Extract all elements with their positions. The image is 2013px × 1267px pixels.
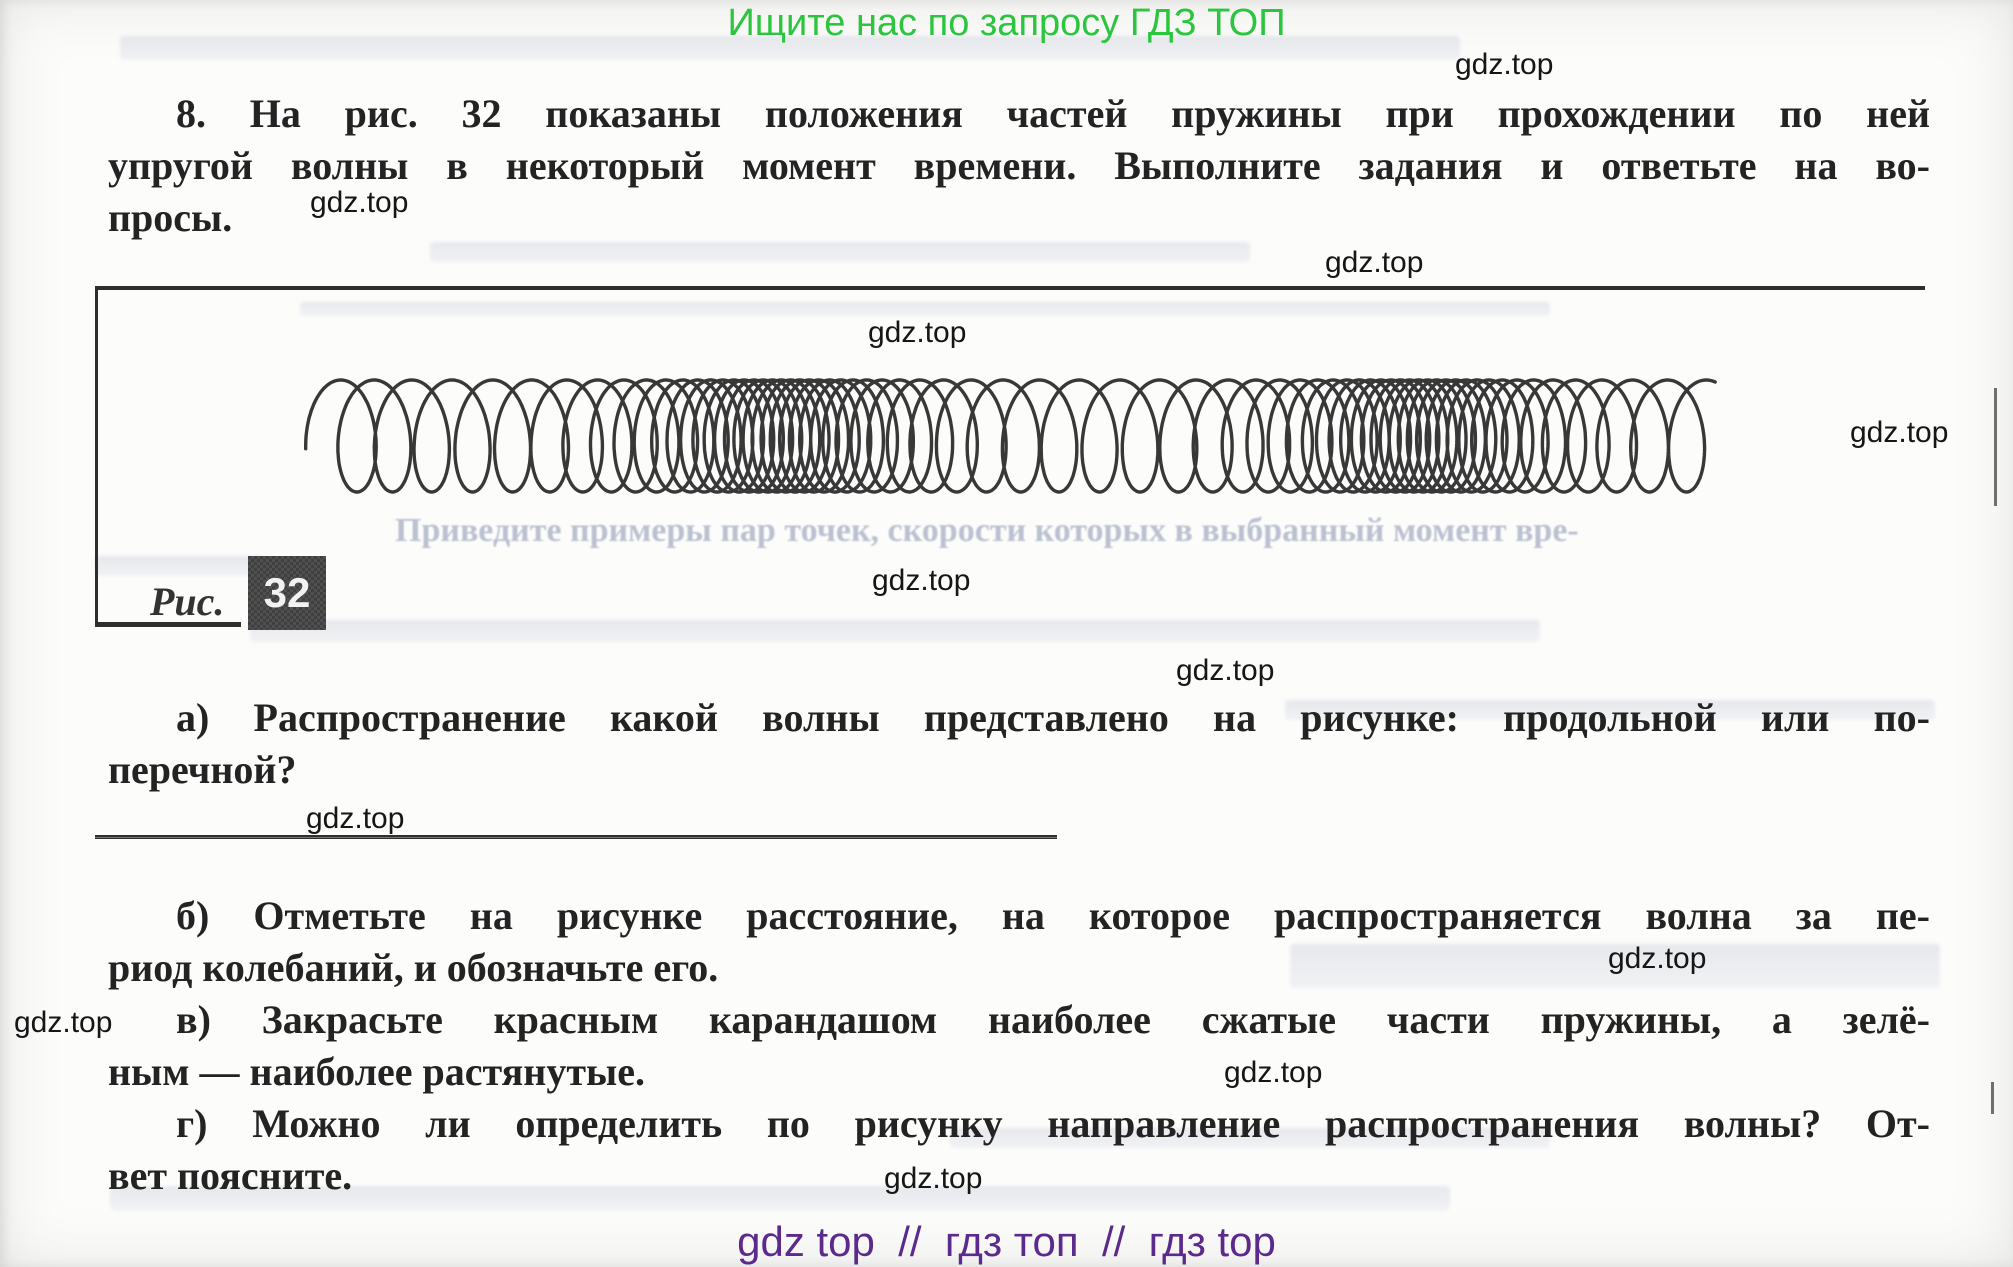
bleed-through-smudge — [950, 1128, 1550, 1148]
question-g-line: вет поясните. — [108, 1153, 353, 1198]
question-b-line: риод колебаний, и обозначьте его. — [108, 945, 719, 990]
footer-watermark: gdz top // гдз топ // гдз top — [737, 1218, 1276, 1265]
figure-border-top — [95, 286, 1925, 290]
figure-border-bottom — [95, 622, 241, 627]
bleed-through-smudge — [1290, 944, 1940, 988]
question-b-line: б) Отметьте на рисунке расстояние, на ко… — [176, 893, 1930, 938]
question-v-line: ным — наиболее растянутые. — [108, 1049, 645, 1094]
scan-edge-mark — [1994, 388, 1997, 506]
watermark: gdz.top — [884, 1162, 983, 1195]
watermark: gdz.top — [872, 564, 971, 597]
watermark: gdz.top — [1325, 246, 1424, 279]
figure-number-badge: 32 — [248, 556, 326, 630]
watermark: gdz.top — [1850, 416, 1949, 449]
promo-header: Ищите нас по запросу ГДЗ ТОП — [727, 2, 1286, 44]
bleed-through-smudge — [430, 242, 1250, 262]
problem-text-line: 8. На рис. 32 показаны положения частей … — [176, 91, 1930, 136]
bleed-through-smudge — [110, 1186, 1450, 1210]
answer-blank-line — [95, 835, 1057, 839]
watermark: gdz.top — [868, 316, 967, 349]
watermark: gdz.top — [310, 186, 409, 219]
problem-text-line: упругой волны в некоторый момент времени… — [108, 143, 1930, 188]
bleed-through-text: Приведите примеры пар точек, скорости ко… — [395, 512, 1579, 549]
question-a-line: перечной? — [108, 747, 297, 792]
question-a-line: а) Распространение какой волны представл… — [176, 695, 1930, 740]
watermark: gdz.top — [14, 1006, 113, 1039]
figure-border-left — [95, 286, 98, 627]
scan-edge-mark — [1991, 1082, 1994, 1114]
figure-caption: Рис. — [150, 579, 225, 624]
watermark: gdz.top — [1224, 1056, 1323, 1089]
watermark: gdz.top — [1608, 942, 1707, 975]
bleed-through-smudge — [300, 302, 1550, 316]
question-g-line: г) Можно ли определить по рисунку направ… — [176, 1101, 1930, 1146]
bleed-through-smudge — [250, 620, 1540, 642]
bleed-through-smudge — [1285, 700, 1935, 720]
watermark: gdz.top — [306, 802, 405, 835]
bleed-through-smudge — [120, 36, 1460, 60]
bleed-through-smudge — [95, 556, 265, 576]
watermark: gdz.top — [1455, 48, 1554, 81]
watermark: gdz.top — [1176, 654, 1275, 687]
problem-text-line: просы. — [108, 195, 233, 240]
question-v-line: в) Закрасьте красным карандашом наиболее… — [176, 997, 1930, 1042]
